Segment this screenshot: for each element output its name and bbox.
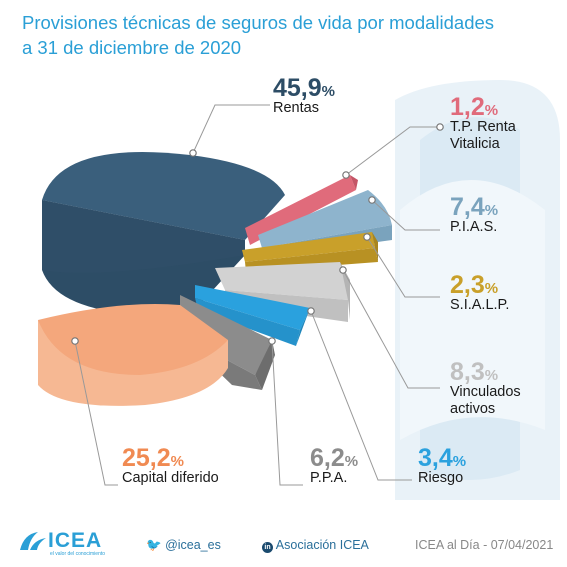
twitter-handle: @icea_es — [165, 538, 221, 552]
value-vinc-unit: % — [484, 367, 499, 384]
linkedin-link[interactable]: in Asociación ICEA — [262, 538, 369, 553]
name-tp-line1: T.P. Renta — [450, 119, 516, 135]
value-riesgo-unit: % — [452, 453, 467, 470]
label-tp-renta-vitalicia: 1,2% T.P. Renta Vitalicia — [450, 95, 516, 153]
leader-lines — [74, 104, 440, 486]
icea-logo-tagline: el valor del conocimiento — [50, 551, 106, 557]
name-sialp: S.I.A.L.P. — [450, 297, 510, 313]
dot-rentas — [189, 149, 197, 157]
value-sialp-number: 2,3 — [450, 271, 485, 299]
value-capital-unit: % — [170, 453, 185, 470]
slice-riesgo — [195, 285, 310, 346]
value-vinc: 8,3% — [450, 360, 521, 385]
leader-tp — [345, 126, 440, 176]
dot-pias — [368, 196, 376, 204]
label-ppa: 6,2% P.P.A. — [310, 446, 359, 487]
name-ppa: P.P.A. — [310, 470, 348, 486]
chart-title: Provisiones técnicas de seguros de vida … — [22, 10, 494, 60]
value-sialp: 2,3% — [450, 273, 509, 298]
value-tp: 1,2% — [450, 95, 516, 120]
slice-tp-renta-vitalicia — [245, 175, 358, 245]
leader-vinculados — [342, 269, 440, 389]
value-rentas: 45,9% — [273, 76, 336, 101]
icea-logo-text: ICEA — [48, 529, 103, 552]
twitter-link[interactable]: 🐦 @icea_es — [146, 538, 221, 553]
name-pias: P.I.A.S. — [450, 219, 498, 235]
value-capital-number: 25,2 — [122, 444, 171, 472]
leader-sialp — [366, 236, 440, 298]
value-sialp-unit: % — [484, 280, 499, 297]
dot-riesgo — [307, 307, 315, 315]
value-pias: 7,4% — [450, 195, 499, 220]
value-ppa: 6,2% — [310, 446, 359, 471]
value-tp-number: 1,2 — [450, 93, 485, 121]
name-riesgo: Riesgo — [418, 470, 464, 486]
linkedin-icon: in — [262, 542, 273, 553]
value-rentas-number: 45,9 — [273, 74, 322, 102]
footer-date: ICEA al Día - 07/04/2021 — [415, 538, 554, 552]
name-vinc-line1: Vinculados — [450, 384, 521, 400]
value-riesgo: 3,4% — [418, 446, 467, 471]
leader-rentas — [192, 104, 270, 154]
slice-capital-diferido — [38, 304, 228, 406]
label-rentas: 45,9% Rentas — [273, 76, 336, 117]
dot-capital — [71, 337, 79, 345]
label-capital-diferido: 25,2% Capital diferido — [122, 446, 219, 487]
dot-tp-end — [436, 123, 444, 131]
leader-pias — [371, 199, 440, 231]
label-vinculados-activos: 8,3% Vinculados activos — [450, 360, 521, 418]
value-rentas-unit: % — [321, 83, 336, 100]
label-pias: 7,4% P.I.A.S. — [450, 195, 499, 236]
value-pias-number: 7,4 — [450, 193, 485, 221]
name-vinc-line2: activos — [450, 401, 496, 417]
label-riesgo: 3,4% Riesgo — [418, 446, 467, 487]
label-sialp: 2,3% S.I.A.L.P. — [450, 273, 510, 314]
dot-tp — [342, 171, 350, 179]
value-ppa-number: 6,2 — [310, 444, 345, 472]
name-tp-line2: Vitalicia — [450, 136, 500, 152]
linkedin-name: Asociación ICEA — [275, 538, 369, 552]
title-line-2: a 31 de diciembre de 2020 — [22, 37, 242, 58]
icea-logo-icon — [20, 532, 46, 550]
value-vinc-number: 8,3 — [450, 358, 485, 386]
name-capital: Capital diferido — [122, 470, 219, 486]
name-rentas: Rentas — [273, 100, 319, 116]
value-riesgo-number: 3,4 — [418, 444, 453, 472]
leader-ppa — [271, 340, 303, 486]
value-ppa-unit: % — [344, 453, 359, 470]
value-tp-unit: % — [484, 102, 499, 119]
leader-dots — [71, 123, 444, 345]
dot-ppa — [268, 337, 276, 345]
dot-sialp — [363, 233, 371, 241]
leader-riesgo — [310, 310, 412, 481]
twitter-icon: 🐦 — [146, 538, 162, 552]
title-line-1: Provisiones técnicas de seguros de vida … — [22, 12, 495, 33]
value-capital: 25,2% — [122, 446, 219, 471]
slice-rentas — [42, 152, 285, 316]
leader-capital — [74, 340, 118, 486]
dot-vinculados — [339, 266, 347, 274]
value-pias-unit: % — [484, 202, 499, 219]
